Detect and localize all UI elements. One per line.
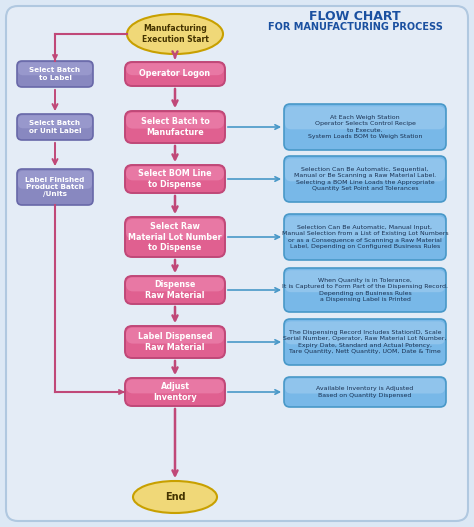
FancyBboxPatch shape xyxy=(285,158,445,181)
FancyBboxPatch shape xyxy=(125,378,225,406)
Text: Selection Can Be Automatic, Manual Input,
Manual Selection from a List of Existi: Selection Can Be Automatic, Manual Input… xyxy=(282,225,448,249)
Text: Selection Can Be Automatic, Sequential,
Manual or Be Scanning a Raw Material Lab: Selection Can Be Automatic, Sequential, … xyxy=(294,167,436,191)
FancyBboxPatch shape xyxy=(125,62,225,86)
Text: Select Raw
Material Lot Number
to Dispense: Select Raw Material Lot Number to Dispen… xyxy=(128,222,222,252)
FancyBboxPatch shape xyxy=(285,321,445,344)
Text: Dispense
Raw Material: Dispense Raw Material xyxy=(145,280,205,300)
FancyBboxPatch shape xyxy=(285,270,445,292)
Text: At Each Weigh Station
Operator Selects Control Recipe
to Execute.
System Loads B: At Each Weigh Station Operator Selects C… xyxy=(308,115,422,139)
Text: FOR MANUFACTURING PROCESS: FOR MANUFACTURING PROCESS xyxy=(267,22,442,32)
FancyBboxPatch shape xyxy=(126,219,224,239)
Text: End: End xyxy=(164,492,185,502)
FancyBboxPatch shape xyxy=(17,114,93,140)
FancyBboxPatch shape xyxy=(284,377,446,407)
FancyBboxPatch shape xyxy=(125,165,225,193)
FancyBboxPatch shape xyxy=(17,169,93,205)
FancyBboxPatch shape xyxy=(284,319,446,365)
Text: Select Batch to
Manufacture: Select Batch to Manufacture xyxy=(141,117,210,137)
FancyBboxPatch shape xyxy=(125,217,225,257)
Text: Adjust
Inventory: Adjust Inventory xyxy=(153,382,197,402)
FancyBboxPatch shape xyxy=(125,276,225,304)
FancyBboxPatch shape xyxy=(284,268,446,312)
FancyBboxPatch shape xyxy=(6,6,468,521)
FancyBboxPatch shape xyxy=(126,167,224,180)
Text: The Dispensing Record Includes StationID, Scale
Serial Number, Operator, Raw Mat: The Dispensing Record Includes StationID… xyxy=(283,330,447,354)
FancyBboxPatch shape xyxy=(284,104,446,150)
Text: When Quanity is in Tolerance,
It is Captured to Form Part of the Dispensing Reco: When Quanity is in Tolerance, It is Capt… xyxy=(282,278,448,302)
Text: Manufacturing
Execution Start: Manufacturing Execution Start xyxy=(142,24,209,44)
Text: FLOW CHART: FLOW CHART xyxy=(309,11,401,24)
FancyBboxPatch shape xyxy=(285,216,445,239)
FancyBboxPatch shape xyxy=(18,171,92,189)
Ellipse shape xyxy=(127,14,223,54)
Text: Select BOM Line
to Dispense: Select BOM Line to Dispense xyxy=(138,169,212,189)
FancyBboxPatch shape xyxy=(284,214,446,260)
FancyBboxPatch shape xyxy=(126,277,224,291)
FancyBboxPatch shape xyxy=(18,115,92,128)
Text: Select Batch
to Label: Select Batch to Label xyxy=(29,67,81,81)
FancyBboxPatch shape xyxy=(284,156,446,202)
FancyBboxPatch shape xyxy=(125,111,225,143)
FancyBboxPatch shape xyxy=(126,63,224,75)
FancyBboxPatch shape xyxy=(125,326,225,358)
FancyBboxPatch shape xyxy=(285,378,445,394)
FancyBboxPatch shape xyxy=(126,328,224,344)
FancyBboxPatch shape xyxy=(17,61,93,87)
FancyBboxPatch shape xyxy=(126,379,224,393)
Text: Available Inventory is Adjusted
Based on Quantity Dispensed: Available Inventory is Adjusted Based on… xyxy=(316,386,414,397)
Text: Label Finished
Product Batch
/Units: Label Finished Product Batch /Units xyxy=(25,177,85,197)
Text: Operator Logon: Operator Logon xyxy=(139,70,210,79)
Text: Label Dispensed
Raw Material: Label Dispensed Raw Material xyxy=(138,332,212,352)
Text: Select Batch
or Unit Label: Select Batch or Unit Label xyxy=(29,120,81,134)
FancyBboxPatch shape xyxy=(285,106,445,129)
FancyBboxPatch shape xyxy=(126,113,224,129)
FancyBboxPatch shape xyxy=(18,62,92,75)
Ellipse shape xyxy=(133,481,217,513)
